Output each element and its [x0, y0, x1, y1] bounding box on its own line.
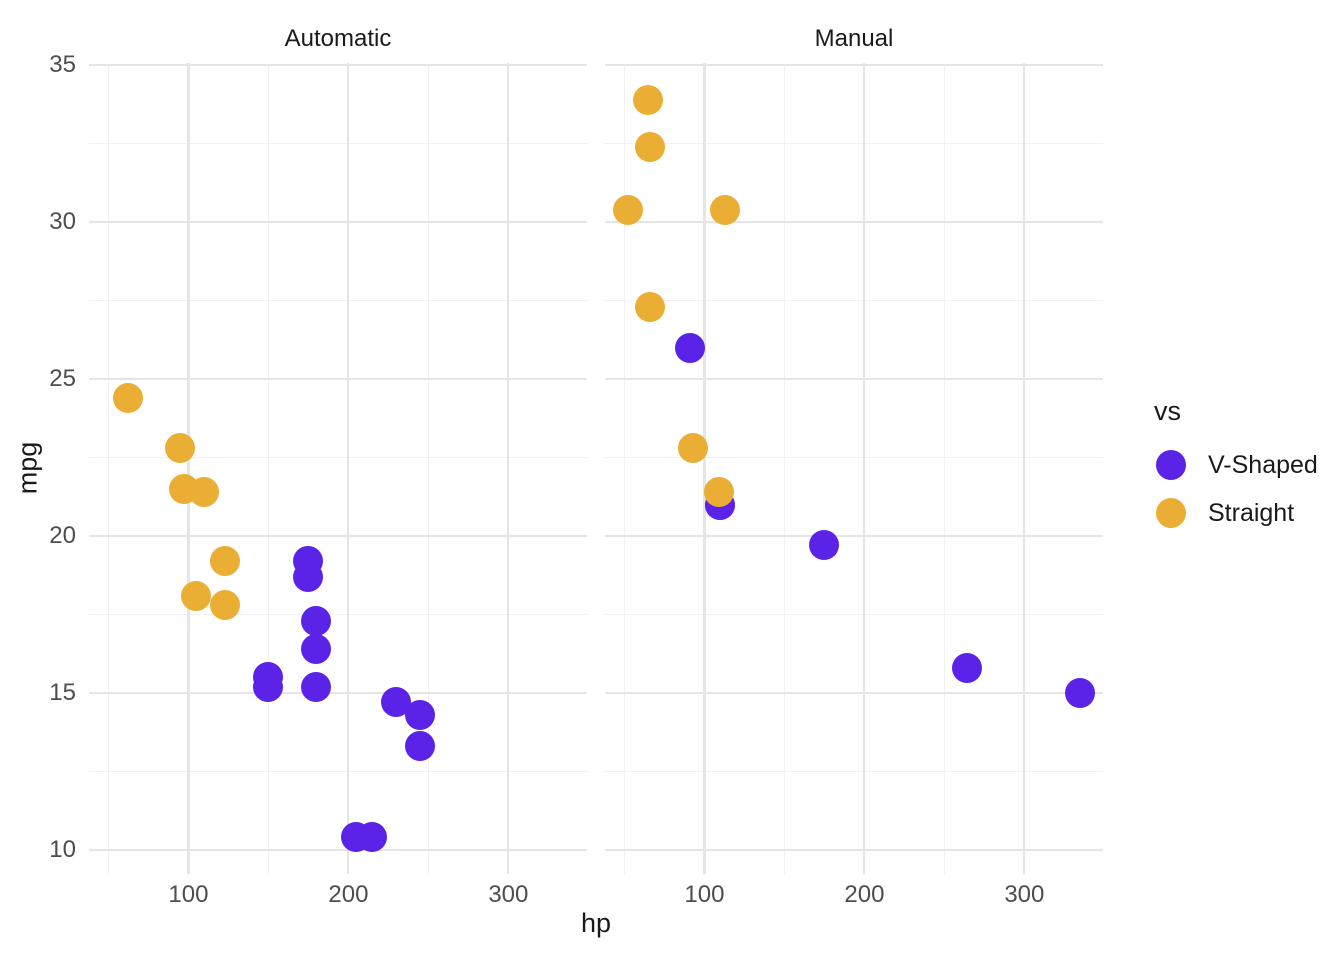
- data-point: [112, 382, 143, 413]
- x-tick-label: 200: [328, 881, 369, 908]
- data-point: [181, 580, 212, 611]
- data-point: [678, 433, 709, 464]
- data-point: [635, 131, 666, 162]
- gridline-x-minor: [427, 63, 430, 874]
- x-tick-label: 100: [684, 881, 725, 908]
- x-tick-label: 300: [488, 881, 529, 908]
- gridline-x-major: [187, 63, 190, 874]
- data-point: [635, 291, 666, 322]
- data-point: [210, 546, 241, 577]
- y-tick-label: 10: [49, 835, 76, 863]
- legend-items: V-Shaped Straight: [1146, 441, 1318, 537]
- gridline-x-minor: [267, 63, 270, 874]
- data-point: [710, 194, 741, 225]
- gridline-y-minor: [89, 613, 587, 616]
- facet-strip-automatic: Automatic: [284, 25, 392, 52]
- legend-key-dot-icon: [1156, 498, 1186, 528]
- gridline-y-minor: [605, 613, 1103, 616]
- data-point: [405, 731, 436, 762]
- legend-item-straight: Straight: [1146, 489, 1318, 537]
- data-point: [253, 671, 284, 702]
- gridline-y-minor: [605, 770, 1103, 772]
- y-tick-label: 15: [49, 678, 76, 706]
- legend-key-dot-icon: [1156, 450, 1186, 480]
- gridline-y-major: [89, 64, 587, 67]
- gridline-x-major: [863, 63, 866, 874]
- gridline-y-major: [605, 848, 1103, 851]
- x-tick-label: 300: [1004, 881, 1045, 908]
- data-point: [951, 652, 982, 683]
- legend-title: vs: [1154, 396, 1181, 426]
- data-point: [809, 530, 840, 561]
- y-axis-title: mpg: [12, 441, 43, 495]
- gridline-y-major: [89, 221, 587, 224]
- gridline-x-minor: [783, 63, 786, 874]
- gridline-y-major: [89, 691, 587, 694]
- legend-item-v-shaped: V-Shaped: [1146, 441, 1318, 489]
- x-tick-label: 100: [168, 881, 209, 908]
- y-tick-label: 20: [49, 521, 76, 549]
- data-point: [293, 546, 324, 577]
- gridline-y-minor: [89, 456, 587, 459]
- data-point: [165, 433, 196, 464]
- data-point: [168, 473, 199, 504]
- gridline-y-minor: [89, 770, 587, 772]
- data-point: [612, 194, 643, 225]
- gridline-y-major: [605, 64, 1103, 67]
- data-point: [301, 633, 332, 664]
- x-axis-title: hp: [580, 908, 612, 938]
- gridline-y-major: [605, 691, 1103, 694]
- data-point: [381, 687, 412, 718]
- data-point: [633, 84, 664, 115]
- gridline-y-major: [605, 377, 1103, 381]
- data-point: [210, 589, 241, 620]
- y-tick-label: 30: [49, 208, 76, 236]
- facet-panel-automatic: [89, 63, 587, 874]
- facet-panel-manual: [605, 63, 1103, 874]
- gridline-x-minor: [107, 63, 110, 874]
- data-point: [703, 477, 734, 508]
- x-tick-label: 200: [844, 881, 885, 908]
- legend: vs V-Shaped Straight: [1146, 396, 1318, 537]
- y-tick-label: 35: [49, 51, 76, 79]
- gridline-x-major: [347, 63, 350, 874]
- gridline-x-minor: [943, 63, 946, 874]
- facet-strip-manual: Manual: [814, 25, 894, 52]
- gridline-x-major: [1023, 63, 1026, 874]
- data-point: [357, 822, 388, 853]
- data-point: [301, 671, 332, 702]
- legend-item-label: Straight: [1208, 498, 1295, 527]
- data-point: [301, 605, 332, 636]
- gridline-y-minor: [605, 299, 1103, 302]
- gridline-y-major: [605, 221, 1103, 224]
- gridline-y-major: [89, 848, 587, 851]
- gridline-y-minor: [89, 143, 587, 145]
- gridline-x-minor: [623, 63, 626, 874]
- data-point: [1065, 677, 1096, 708]
- gridline-y-major: [89, 377, 587, 381]
- data-point: [675, 332, 706, 363]
- gridline-y-major: [605, 534, 1103, 538]
- gridline-y-minor: [89, 299, 587, 302]
- gridline-x-major: [703, 63, 706, 874]
- gridline-x-major: [507, 63, 510, 874]
- legend-item-label: V-Shaped: [1208, 450, 1318, 479]
- gridline-y-minor: [605, 143, 1103, 145]
- y-tick-label: 25: [49, 365, 76, 393]
- gridline-y-major: [89, 534, 587, 538]
- gridline-y-minor: [605, 456, 1103, 459]
